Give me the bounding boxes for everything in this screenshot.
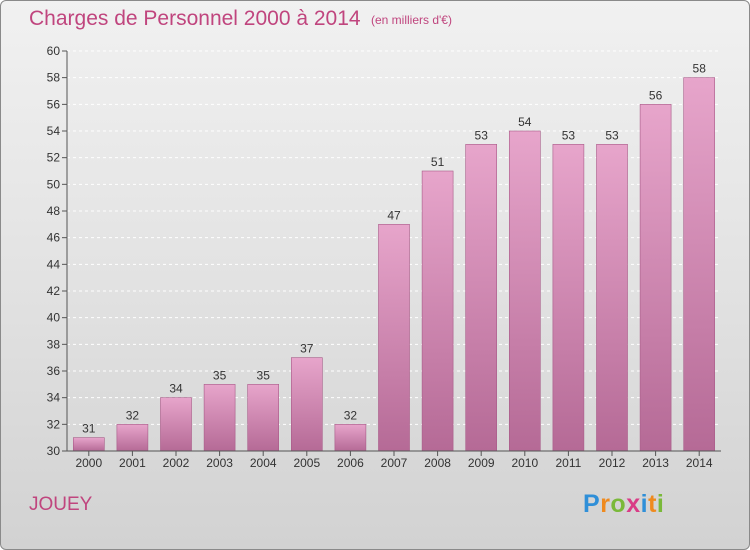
x-tick-label: 2011 [555, 456, 581, 470]
bar [203, 384, 236, 452]
labels: 30 32 34 36 38 40 42 44 46 48 50 52 54 56 58 60 31 2000 32… [47, 44, 713, 470]
bar [247, 384, 279, 452]
y-tick-label: 36 [47, 364, 61, 378]
y-tick-label: 50 [47, 177, 61, 191]
y-tick-label: 32 [47, 417, 61, 431]
bars [73, 77, 716, 452]
bar [334, 424, 367, 452]
bar-value-label: 35 [257, 368, 271, 382]
logo-letter: x [626, 490, 641, 518]
y-tick-label: 58 [47, 71, 61, 85]
logo-letter: r [600, 490, 611, 518]
bar-value-label: 56 [649, 88, 663, 102]
bar [596, 144, 628, 452]
y-tick-label: 48 [47, 204, 61, 218]
x-tick-label: 2010 [511, 456, 538, 470]
bar-value-label: 53 [562, 128, 576, 142]
bar-value-label: 32 [344, 408, 358, 422]
x-tick-label: 2005 [293, 456, 320, 470]
bar [160, 397, 192, 452]
y-tick-label: 40 [47, 311, 61, 325]
y-tick-label: 44 [47, 257, 61, 271]
bar-value-label: 51 [431, 155, 445, 169]
y-tick-label: 54 [47, 124, 61, 138]
x-tick-label: 2000 [75, 456, 102, 470]
x-tick-label: 2012 [599, 456, 626, 470]
y-tick-label: 52 [47, 151, 61, 165]
bar-value-label: 31 [82, 422, 96, 436]
bar-value-label: 34 [169, 382, 183, 396]
y-tick-label: 46 [47, 231, 61, 245]
bar-value-label: 54 [518, 115, 532, 129]
axes [62, 50, 721, 456]
x-tick-label: 2003 [206, 456, 233, 470]
x-tick-label: 2001 [119, 456, 146, 470]
logo-letter: o [610, 490, 627, 518]
bar [421, 170, 454, 452]
logo-letter: i [656, 490, 665, 518]
bar [639, 104, 672, 452]
x-tick-label: 2009 [468, 456, 495, 470]
commune-name: JOUEY [29, 494, 93, 515]
logo-letter: i [640, 490, 649, 518]
x-tick-label: 2014 [686, 456, 713, 470]
bar [116, 424, 149, 452]
bar-value-label: 37 [300, 342, 314, 356]
bar-value-label: 58 [693, 62, 707, 76]
bar [378, 224, 410, 452]
y-tick-label: 60 [47, 44, 61, 58]
bar [73, 437, 105, 452]
logo-letter: P [583, 490, 601, 518]
x-tick-label: 2007 [381, 456, 408, 470]
x-tick-label: 2004 [250, 456, 277, 470]
bar [290, 357, 323, 452]
chart-subtitle: (en milliers d'€) [371, 13, 452, 27]
chart-title: Charges de Personnel 2000 à 2014 [29, 7, 361, 30]
logo-letter: t [648, 490, 657, 518]
x-tick-label: 2002 [163, 456, 190, 470]
y-tick-label: 34 [47, 391, 61, 405]
bar-value-label: 35 [213, 368, 227, 382]
y-tick-label: 56 [47, 97, 61, 111]
y-tick-label: 30 [47, 444, 61, 458]
x-tick-label: 2008 [424, 456, 451, 470]
bar-value-label: 53 [475, 128, 489, 142]
bar-value-label: 32 [126, 408, 140, 422]
bar [465, 144, 498, 452]
bar [683, 77, 716, 452]
bar [508, 130, 541, 452]
proxiti-logo: Proxiti [583, 490, 664, 519]
bar-value-label: 47 [387, 208, 401, 222]
bar [552, 144, 585, 452]
y-tick-label: 42 [47, 284, 61, 298]
bar-value-label: 53 [605, 128, 619, 142]
y-tick-label: 38 [47, 337, 61, 351]
x-tick-label: 2013 [642, 456, 669, 470]
x-tick-label: 2006 [337, 456, 364, 470]
